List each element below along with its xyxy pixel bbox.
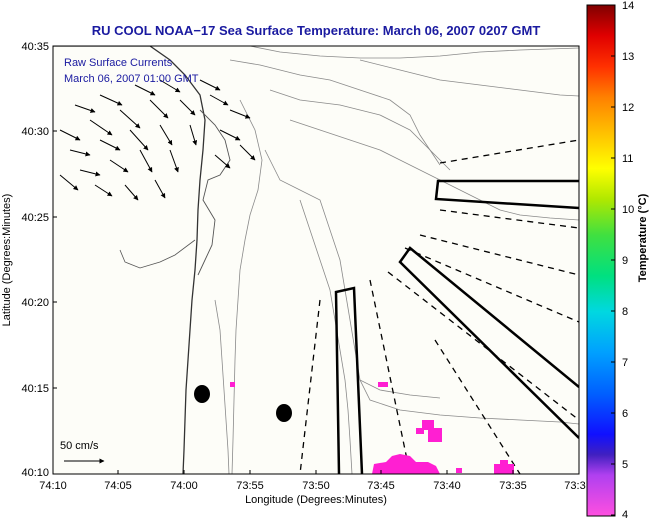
y-tick-label: 40:20 xyxy=(21,297,49,309)
x-tick-label: 74:05 xyxy=(104,480,132,492)
colorbar-tick-label: 12 xyxy=(622,102,634,114)
x-tick-label: 73:3 xyxy=(564,480,585,492)
y-tick-label: 40:30 xyxy=(21,126,49,138)
colorbar-tick-label: 9 xyxy=(622,255,628,267)
colorbar-tick-label: 7 xyxy=(622,357,628,369)
x-tick-label: 73:35 xyxy=(499,480,527,492)
bay-outline xyxy=(119,239,196,269)
y-tick-marks xyxy=(53,45,57,475)
station-marker-west xyxy=(194,385,210,403)
colorbar-tick-label: 8 xyxy=(622,306,628,318)
x-tick-label: 73:50 xyxy=(302,480,330,492)
overlay-currents-label: Raw Surface Currents xyxy=(64,57,173,69)
y-tick-label: 40:10 xyxy=(21,467,49,479)
colorbar-tick-labels: 14 13 12 11 10 9 8 7 6 5 4 xyxy=(622,0,634,519)
x-tick-label: 73:55 xyxy=(236,480,264,492)
map-title: RU COOL NOAA−17 Sea Surface Temperature:… xyxy=(92,23,541,38)
x-tick-labels: 74:10 74:05 74:00 73:55 73:50 73:45 73:4… xyxy=(39,480,585,492)
colorbar-tick-label: 10 xyxy=(622,204,634,216)
y-tick-label: 40:25 xyxy=(21,212,49,224)
colorbar-tick-marks xyxy=(611,4,615,516)
colorbar-tick-label: 11 xyxy=(622,153,633,165)
x-tick-label: 73:45 xyxy=(367,480,395,492)
y-tick-label: 40:35 xyxy=(21,41,49,53)
y-tick-label: 40:15 xyxy=(21,383,49,395)
plot-area xyxy=(53,46,579,474)
x-tick-label: 74:00 xyxy=(170,480,198,492)
x-tick-label: 74:10 xyxy=(39,480,67,492)
y-axis-label: Latitude (Degrees:Minutes) xyxy=(1,194,13,327)
colorbar-tick-label: 5 xyxy=(622,459,628,471)
x-tick-marks xyxy=(52,470,580,474)
x-axis-label: Longitude (Degrees:Minutes) xyxy=(245,494,387,506)
colorbar-tick-label: 4 xyxy=(622,509,628,519)
overlay-currents-time: March 06, 2007 01:00 GMT xyxy=(64,73,199,85)
colorbar-tick-label: 14 xyxy=(622,0,634,12)
radar-dashed-lines xyxy=(299,139,579,474)
station-marker-east xyxy=(276,404,292,422)
temperature-colorbar xyxy=(586,4,616,517)
y-tick-labels: 40:35 40:30 40:25 40:20 40:15 40:10 xyxy=(21,41,49,479)
scale-label: 50 cm/s xyxy=(60,440,99,452)
inner-shoreline xyxy=(197,109,231,276)
current-vectors xyxy=(59,79,256,201)
coastline xyxy=(53,46,206,474)
colorbar-tick-label: 13 xyxy=(622,51,634,63)
sampling-wedges xyxy=(334,179,579,474)
sst-pixels xyxy=(230,382,514,474)
x-tick-label: 73:40 xyxy=(433,480,461,492)
colorbar-tick-label: 6 xyxy=(622,408,628,420)
colorbar-label: Temperature (°C) xyxy=(637,193,649,282)
